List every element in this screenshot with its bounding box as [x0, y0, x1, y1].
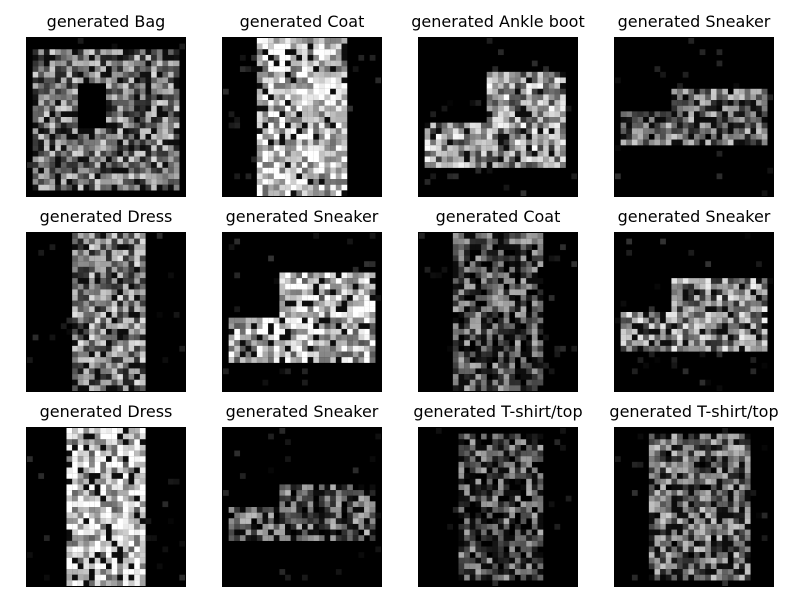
- panel-title: generated T-shirt/top: [413, 402, 583, 421]
- generated-image: [222, 37, 382, 197]
- panel-title: generated Sneaker: [617, 12, 771, 31]
- panel-title: generated Coat: [435, 207, 561, 226]
- generated-image: [614, 232, 774, 392]
- generated-image: [614, 427, 774, 587]
- generated-image: [222, 232, 382, 392]
- panel-title: generated T-shirt/top: [609, 402, 779, 421]
- generated-image: [614, 37, 774, 197]
- generated-image: [26, 232, 186, 392]
- panel-title: generated Coat: [239, 12, 365, 31]
- generated-image: [26, 427, 186, 587]
- panel-title: generated Ankle boot: [411, 12, 585, 31]
- generated-image: [418, 427, 578, 587]
- panel-title: generated Sneaker: [225, 402, 379, 421]
- panel-title: generated Sneaker: [225, 207, 379, 226]
- panel-title: generated Dress: [39, 207, 173, 226]
- panel-title: generated Dress: [39, 402, 173, 421]
- panel-title: generated Bag: [46, 12, 166, 31]
- generated-image: [418, 37, 578, 197]
- generated-image: [26, 37, 186, 197]
- generated-image: [418, 232, 578, 392]
- generated-image: [222, 427, 382, 587]
- panel-title: generated Sneaker: [617, 207, 771, 226]
